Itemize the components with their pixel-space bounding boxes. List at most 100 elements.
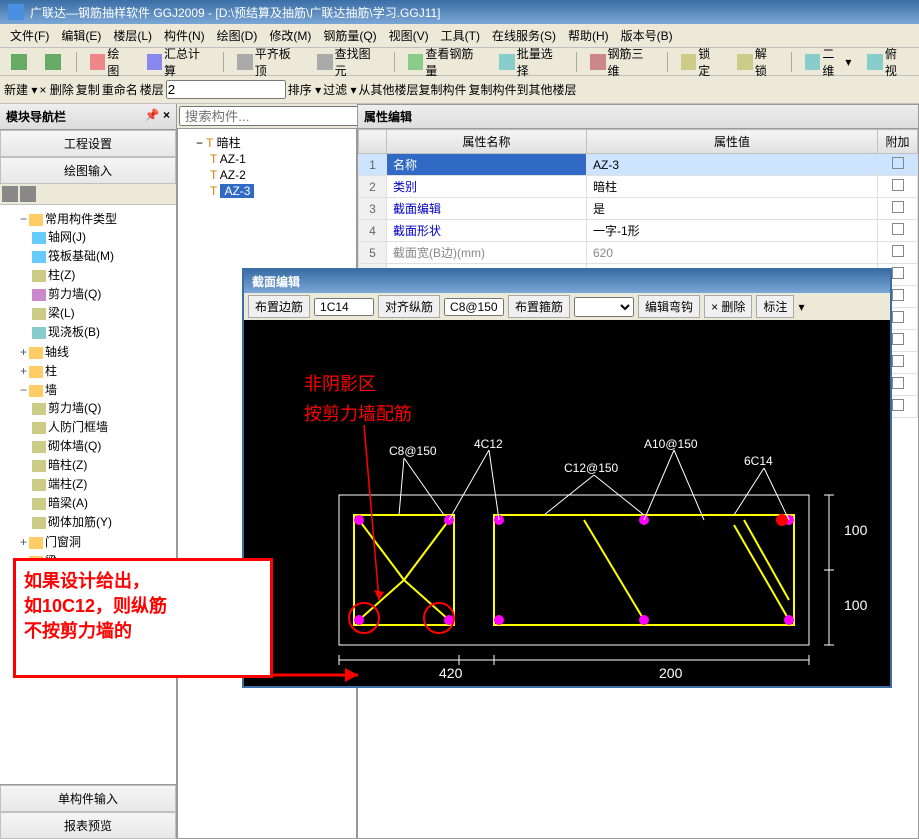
flat-button[interactable]: 平齐板顶 (230, 42, 308, 82)
annot-red1: 非阴影区 (304, 374, 376, 394)
tree-column[interactable]: 柱(Z) (48, 268, 75, 282)
expand-toggle[interactable]: + (18, 345, 29, 359)
find-button[interactable]: 查找图元 (310, 42, 388, 82)
svg-text:C12@150: C12@150 (564, 461, 619, 475)
view-qty-button[interactable]: 查看钢筋量 (401, 42, 490, 82)
expand-toggle[interactable]: + (18, 364, 29, 378)
svg-text:4C12: 4C12 (474, 437, 503, 451)
tree-wall-group[interactable]: 墙 (45, 383, 57, 397)
comp-az1[interactable]: AZ-1 (220, 152, 246, 166)
annotation-callout: 如果设计给出， 如10C12，则纵筋 不按剪力墙的 (13, 558, 273, 678)
new-button[interactable]: 新建 ▾ (4, 81, 37, 98)
lock-button[interactable]: 锁定 (674, 42, 729, 82)
separator (223, 52, 224, 72)
align-rebar-input[interactable] (444, 298, 504, 316)
svg-text:200: 200 (544, 685, 568, 686)
unlock-button[interactable]: 解锁 (730, 42, 785, 82)
tree-col-group[interactable]: 柱 (45, 364, 57, 378)
separator (576, 52, 577, 72)
annot-line1: 如果设计给出， (24, 569, 262, 594)
menu-file[interactable]: 文件(F) (4, 25, 55, 46)
annotation-arrow (273, 660, 373, 690)
nav-report-preview[interactable]: 报表预览 (0, 812, 176, 839)
stirrup-button[interactable]: 布置箍筋 (508, 295, 570, 318)
comp-az2[interactable]: AZ-2 (220, 168, 246, 182)
section-canvas[interactable]: 非阴影区 按剪力墙配筋 C8@150 4C12 C12@150 A10@150 … (244, 320, 890, 686)
left-panel: 模块导航栏 📌 × 工程设置 绘图输入 −常用构件类型 轴网(J) 筏板基础(M… (0, 104, 177, 839)
annot-button[interactable]: 标注 (756, 295, 794, 318)
copy-to-button[interactable]: 复制构件到其他楼层 (469, 81, 577, 98)
separator (791, 52, 792, 72)
edge-rebar-input[interactable] (314, 298, 374, 316)
floor-input[interactable] (166, 80, 286, 99)
nav-single-input[interactable]: 单构件输入 (0, 785, 176, 812)
tree-shearwall2[interactable]: 剪力墙(Q) (48, 401, 101, 415)
stirrup-select[interactable] (574, 297, 634, 317)
tree-opening[interactable]: 门窗洞 (45, 535, 81, 549)
toolbar-main: 绘图 汇总计算 平齐板顶 查找图元 查看钢筋量 批量选择 钢筋三维 锁定 解锁 … (0, 48, 919, 76)
property-row[interactable]: 1名称AZ-3 (359, 154, 918, 176)
property-title: 属性编辑 (358, 105, 918, 129)
tree-axis-group[interactable]: 轴线 (45, 345, 69, 359)
batch-sel-button[interactable]: 批量选择 (492, 42, 570, 82)
svg-text:100: 100 (844, 522, 868, 538)
tree-masonry-reinf[interactable]: 砌体加筋(Y) (48, 515, 112, 529)
annot-line3: 不按剪力墙的 (24, 619, 262, 644)
nav-draw-input[interactable]: 绘图输入 (0, 157, 176, 184)
tree-beam[interactable]: 梁(L) (48, 306, 75, 320)
col-extra: 附加 (878, 130, 918, 154)
property-row[interactable]: 3截面编辑是 (359, 198, 918, 220)
tree-end-col[interactable]: 端柱(Z) (48, 477, 87, 491)
svg-text:6C14: 6C14 (744, 454, 773, 468)
view2d-button[interactable]: 二维 ▾ (798, 42, 858, 82)
svg-text:420: 420 (439, 665, 463, 681)
tree-slab[interactable]: 现浇板(B) (48, 325, 100, 339)
sort-button[interactable]: 排序 ▾ (288, 81, 321, 98)
nav-project-settings[interactable]: 工程设置 (0, 130, 176, 157)
tree-masonry-wall[interactable]: 砌体墙(Q) (48, 439, 101, 453)
comp-az3[interactable]: AZ-3 (220, 184, 254, 198)
se-delete-button[interactable]: × 删除 (704, 295, 752, 318)
sum-button[interactable]: 汇总计算 (140, 42, 218, 82)
property-row[interactable]: 5截面宽(B边)(mm)620 (359, 242, 918, 264)
rename-button[interactable]: 重命名 (102, 81, 138, 98)
collapse-icon[interactable] (20, 186, 36, 202)
copy-button[interactable]: 复制 (76, 81, 100, 98)
tree-hidden-col[interactable]: 暗柱(Z) (48, 458, 87, 472)
window-titlebar: 广联达—钢筋抽样软件 GGJ2009 - [D:\预结算及抽筋\广联达抽筋\学习… (0, 0, 919, 24)
property-row[interactable]: 4截面形状一字-1形 (359, 220, 918, 242)
svg-text:C8@150: C8@150 (389, 444, 437, 458)
col-value: 属性值 (587, 130, 878, 154)
rebar3d-button[interactable]: 钢筋三维 (583, 42, 661, 82)
tree-raft[interactable]: 筏板基础(M) (48, 249, 114, 263)
draw-button[interactable]: 绘图 (83, 42, 138, 82)
app-icon (8, 4, 24, 20)
expand-toggle[interactable]: − (18, 212, 29, 226)
hook-button[interactable]: 编辑弯钩 (638, 295, 700, 318)
tree-axis[interactable]: 轴网(J) (48, 230, 86, 244)
separator (76, 52, 77, 72)
tree-shearwall[interactable]: 剪力墙(Q) (48, 287, 101, 301)
separator (394, 52, 395, 72)
pin-icon[interactable]: 📌 × (145, 108, 170, 125)
tree-hidden-beam[interactable]: 暗梁(A) (48, 496, 88, 510)
svg-text:100: 100 (844, 597, 868, 613)
tree-root[interactable]: 常用构件类型 (45, 212, 117, 226)
expand-toggle[interactable]: − (18, 383, 29, 397)
expand-icon[interactable] (2, 186, 18, 202)
comp-root[interactable]: 暗柱 (217, 136, 241, 150)
edge-rebar-button[interactable]: 布置边筋 (248, 295, 310, 318)
filter-button[interactable]: 过滤 ▾ (323, 81, 356, 98)
align-rebar-button[interactable]: 对齐纵筋 (378, 295, 440, 318)
window-title: 广联达—钢筋抽样软件 GGJ2009 - [D:\预结算及抽筋\广联达抽筋\学习… (30, 4, 441, 21)
section-editor-toolbar: 布置边筋 对齐纵筋 布置箍筋 编辑弯钩 × 删除 标注 ▾ (244, 293, 890, 320)
search-input[interactable] (179, 106, 368, 126)
expand-toggle[interactable]: + (18, 535, 29, 549)
property-row[interactable]: 2类别暗柱 (359, 176, 918, 198)
undo-button[interactable] (4, 51, 36, 73)
tree-defense-wall[interactable]: 人防门框墙 (48, 420, 108, 434)
delete-button[interactable]: × 删除 (39, 81, 73, 98)
copy-from-button[interactable]: 从其他楼层复制构件 (359, 81, 467, 98)
redo-button[interactable] (38, 51, 70, 73)
overview-button[interactable]: 俯视 (860, 42, 915, 82)
